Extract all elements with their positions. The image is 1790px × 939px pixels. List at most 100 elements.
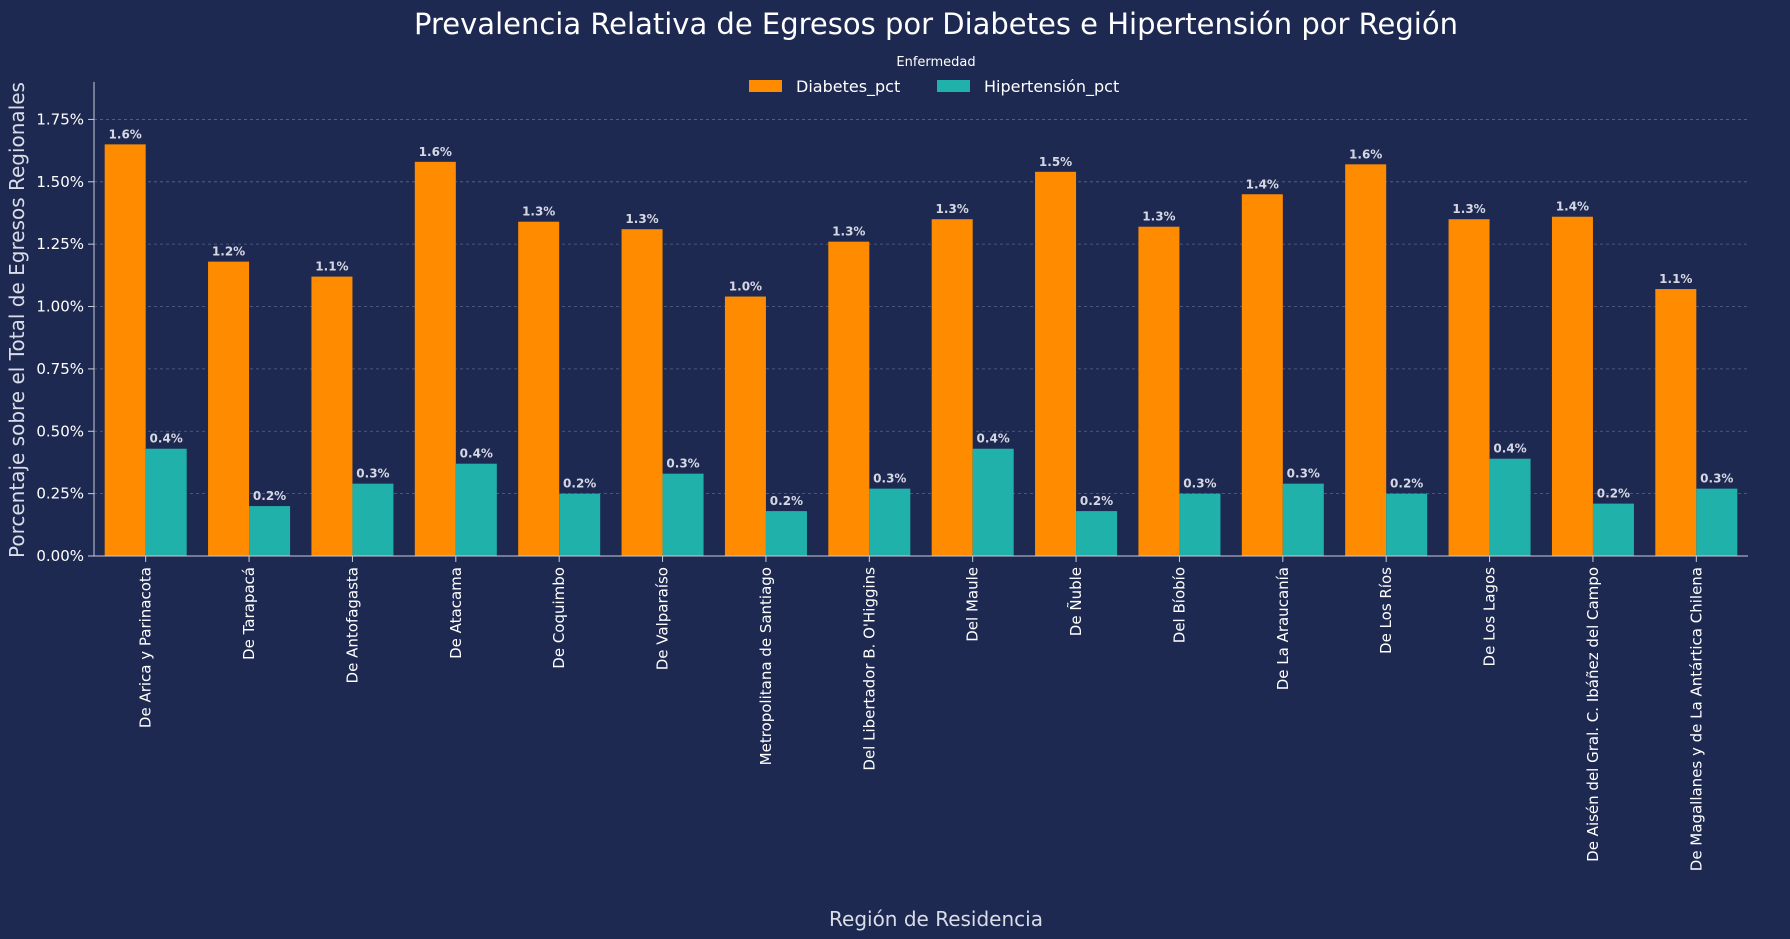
- data-label: 1.3%: [1452, 202, 1485, 216]
- x-tick-label: De Tarapacá: [240, 567, 258, 660]
- y-tick-label: 0.75%: [36, 360, 84, 378]
- data-label: 1.5%: [1039, 155, 1072, 169]
- data-labels: 1.6% 0.4% 1.2% 0.2% 1.1% 0.3% 1.6% 0.4% 1.3% 0.2%…: [109, 127, 1734, 508]
- x-tick-labels: De Arica y Parinacota De Tarapacá De Antof…: [137, 556, 1705, 871]
- x-tick-label: De Antofagasta: [343, 567, 361, 683]
- data-label: 0.4%: [150, 432, 183, 446]
- y-tick-label: 0.25%: [36, 485, 84, 503]
- data-label: 1.6%: [1349, 147, 1382, 161]
- bar-diabetes: [1035, 171, 1077, 556]
- data-label: 0.3%: [873, 472, 906, 486]
- data-label: 1.1%: [315, 260, 348, 274]
- x-tick-label: De Arica y Parinacota: [137, 567, 155, 728]
- data-label: 0.2%: [1080, 494, 1113, 508]
- data-label: 1.3%: [832, 225, 865, 239]
- y-tick-label: 1.00%: [36, 298, 84, 316]
- y-tick-label: 0.50%: [36, 422, 84, 440]
- data-label: 1.6%: [419, 145, 452, 159]
- data-label: 0.4%: [460, 447, 493, 461]
- bar-hipertension: [145, 448, 187, 556]
- data-label: 0.2%: [253, 489, 286, 503]
- data-label: 1.4%: [1246, 177, 1279, 191]
- x-tick-label: De Los Lagos: [1481, 567, 1499, 667]
- x-tick-label: De Coquimbo: [550, 567, 568, 669]
- legend-swatch-diabetes: [749, 80, 782, 92]
- data-label: 0.2%: [563, 477, 596, 491]
- bar-hipertension: [559, 493, 601, 556]
- y-axis-label: Porcentaje sobre el Total de Egresos Reg…: [5, 82, 29, 558]
- bar-hipertension: [1696, 488, 1738, 556]
- y-tick-label: 1.75%: [36, 110, 84, 128]
- bar-hipertension: [1592, 503, 1634, 556]
- bar-diabetes: [518, 221, 560, 556]
- data-label: 0.2%: [1390, 477, 1423, 491]
- bar-hipertension: [972, 448, 1014, 556]
- bar-diabetes: [931, 219, 973, 557]
- x-tick-label: Del Maule: [964, 567, 982, 642]
- bar-hipertension: [869, 488, 911, 556]
- y-tick-label: 1.50%: [36, 173, 84, 191]
- x-tick-label: De Los Ríos: [1377, 567, 1395, 654]
- bar-diabetes: [1138, 226, 1180, 556]
- bar-hipertension: [1282, 483, 1324, 556]
- x-tick-label: De La Araucanía: [1274, 567, 1292, 690]
- data-label: 0.3%: [1700, 472, 1733, 486]
- data-label: 0.3%: [1287, 467, 1320, 481]
- x-tick-label: De Ñuble: [1066, 567, 1085, 636]
- bar-hipertension: [765, 511, 807, 556]
- y-tick-labels: 0.00% 0.25% 0.50% 0.75% 1.00% 1.25% 1.50% 1.75%: [36, 110, 94, 565]
- bar-diabetes: [828, 241, 870, 557]
- legend-title: Enfermedad: [896, 55, 975, 70]
- bar-diabetes: [1241, 194, 1283, 556]
- bar-hipertension: [455, 463, 497, 556]
- x-tick-label: De Aisén del Gral. C. Ibáñez del Campo: [1584, 567, 1602, 862]
- data-label: 1.3%: [1142, 210, 1175, 224]
- chart-title: Prevalencia Relativa de Egresos por Diab…: [414, 7, 1458, 41]
- legend: Enfermedad Diabetes_pct Hipertensión_pct: [749, 55, 1119, 97]
- x-tick-label: Del Bíobío: [1170, 567, 1188, 643]
- bar-hipertension: [1179, 493, 1221, 556]
- bar-hipertension: [352, 483, 394, 556]
- bar-hipertension: [1076, 511, 1118, 556]
- bar-hipertension: [1386, 493, 1428, 556]
- x-tick-label: De Atacama: [447, 567, 465, 659]
- bar-diabetes: [1345, 164, 1387, 557]
- y-tick-label: 0.00%: [36, 547, 84, 565]
- y-tick-label: 1.25%: [36, 235, 84, 253]
- data-label: 1.1%: [1659, 272, 1692, 286]
- x-axis-label: Región de Residencia: [829, 907, 1043, 931]
- x-tick-label: Metropolitana de Santiago: [757, 567, 775, 765]
- bars: [104, 144, 1738, 557]
- x-tick-label: De Magallanes y de La Antártica Chilena: [1687, 567, 1705, 871]
- legend-label-hipertension: Hipertensión_pct: [984, 77, 1119, 97]
- data-label: 1.3%: [936, 202, 969, 216]
- bar-diabetes: [1551, 216, 1593, 556]
- bar-diabetes: [311, 276, 353, 556]
- data-label: 0.2%: [1597, 487, 1630, 501]
- data-label: 1.6%: [109, 127, 142, 141]
- x-tick-label: Del Libertador B. O'Higgins: [860, 567, 878, 771]
- bar-diabetes: [1448, 219, 1490, 557]
- data-label: 0.3%: [1183, 477, 1216, 491]
- bar-diabetes: [621, 229, 663, 557]
- data-label: 1.0%: [729, 280, 762, 294]
- data-label: 0.3%: [356, 467, 389, 481]
- x-tick-label: De Valparaíso: [654, 567, 672, 670]
- data-label: 1.4%: [1556, 200, 1589, 214]
- bar-diabetes: [208, 261, 250, 556]
- data-label: 0.4%: [1493, 442, 1526, 456]
- bar-diabetes: [414, 161, 456, 556]
- data-label: 1.3%: [522, 205, 555, 219]
- legend-label-diabetes: Diabetes_pct: [796, 77, 900, 97]
- data-label: 0.2%: [770, 494, 803, 508]
- legend-swatch-hipertension: [937, 80, 970, 92]
- bar-hipertension: [1489, 458, 1531, 556]
- data-label: 1.3%: [625, 212, 658, 226]
- bar-diabetes: [104, 144, 146, 557]
- bar-diabetes: [724, 296, 766, 556]
- axes: [93, 82, 1748, 557]
- data-label: 1.2%: [212, 245, 245, 259]
- data-label: 0.3%: [666, 457, 699, 471]
